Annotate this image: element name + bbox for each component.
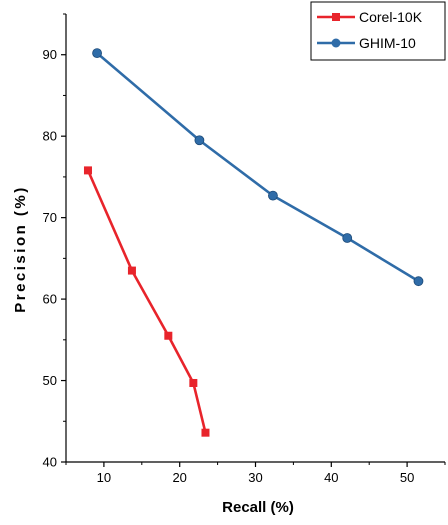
data-point xyxy=(92,48,102,58)
y-tick-label: 50 xyxy=(43,373,57,388)
y-tick-label: 60 xyxy=(43,292,57,307)
x-tick-label: 40 xyxy=(324,470,338,485)
series-corel-10k xyxy=(83,166,210,437)
y-tick-label: 40 xyxy=(43,455,57,470)
y-tick-label: 80 xyxy=(43,129,57,144)
legend-marker xyxy=(331,38,341,48)
legend-marker xyxy=(332,13,340,21)
data-point xyxy=(342,233,353,243)
series-line xyxy=(96,52,420,283)
y-tick-label: 70 xyxy=(43,210,57,225)
series-line xyxy=(86,169,207,433)
x-ticks: 10 20 30 40 50 xyxy=(65,462,446,485)
data-point xyxy=(268,190,278,201)
data-point xyxy=(164,331,173,340)
y-axis-label: Precision (%) xyxy=(12,185,29,313)
legend: Corel-10K GHIM-10 xyxy=(310,1,446,61)
x-tick-label: 30 xyxy=(248,470,262,485)
data-point xyxy=(189,378,198,387)
y-ticks: 40 50 60 70 80 90 xyxy=(43,13,66,470)
y-tick-label: 90 xyxy=(43,47,57,62)
legend-label: Corel-10K xyxy=(359,9,423,25)
legend-box xyxy=(310,1,446,61)
axes: 40 50 60 70 80 90 10 20 30 40 50 xyxy=(43,13,446,485)
data-point xyxy=(194,135,205,146)
legend-item: Corel-10K xyxy=(317,9,423,25)
data-point xyxy=(83,166,92,175)
series-ghim-10 xyxy=(92,48,424,287)
legend-item: GHIM-10 xyxy=(317,35,416,51)
x-tick-label: 10 xyxy=(97,470,111,485)
data-point xyxy=(127,266,136,275)
series-layer xyxy=(83,48,424,437)
data-point xyxy=(413,276,424,287)
x-tick-label: 20 xyxy=(172,470,186,485)
x-tick-label: 50 xyxy=(400,470,414,485)
legend-label: GHIM-10 xyxy=(359,35,416,51)
x-axis-label: Recall (%) xyxy=(222,499,294,516)
data-point xyxy=(201,428,210,437)
